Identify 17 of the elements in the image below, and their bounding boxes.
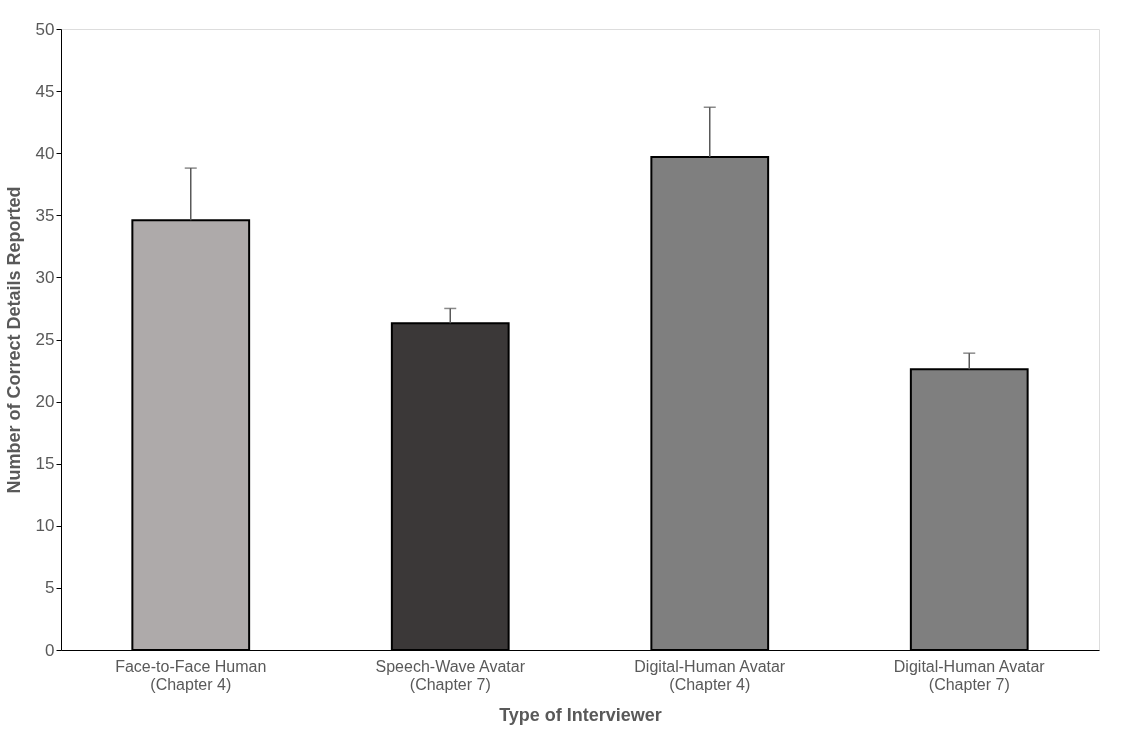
- x-tick-label: Speech-Wave Avatar (Chapter 7): [375, 657, 526, 693]
- y-axis-title: Number of Correct Details Reported: [3, 186, 24, 494]
- y-tick-label: 15: [35, 454, 55, 474]
- y-tick-label: 35: [35, 205, 55, 225]
- x-tick-label: Digital-Human Avatar (Chapter 7): [893, 657, 1046, 693]
- y-tick-label: 0: [45, 640, 55, 660]
- y-tick-label: 40: [35, 143, 55, 163]
- y-tick-label: 5: [45, 578, 55, 598]
- x-axis-title: Type of Interviewer: [499, 704, 662, 725]
- y-tick-label: 20: [35, 392, 55, 412]
- y-tick-label: 50: [35, 19, 55, 39]
- y-tick-label: 45: [35, 81, 55, 101]
- x-tick-label: Digital-Human Avatar (Chapter 4): [634, 657, 786, 693]
- y-tick-label: 25: [35, 330, 55, 349]
- y-tick-label: 30: [35, 267, 55, 287]
- x-tick-label: Face-to-Face Human (Chapter 4): [115, 657, 267, 693]
- y-tick-label: 10: [35, 516, 55, 536]
